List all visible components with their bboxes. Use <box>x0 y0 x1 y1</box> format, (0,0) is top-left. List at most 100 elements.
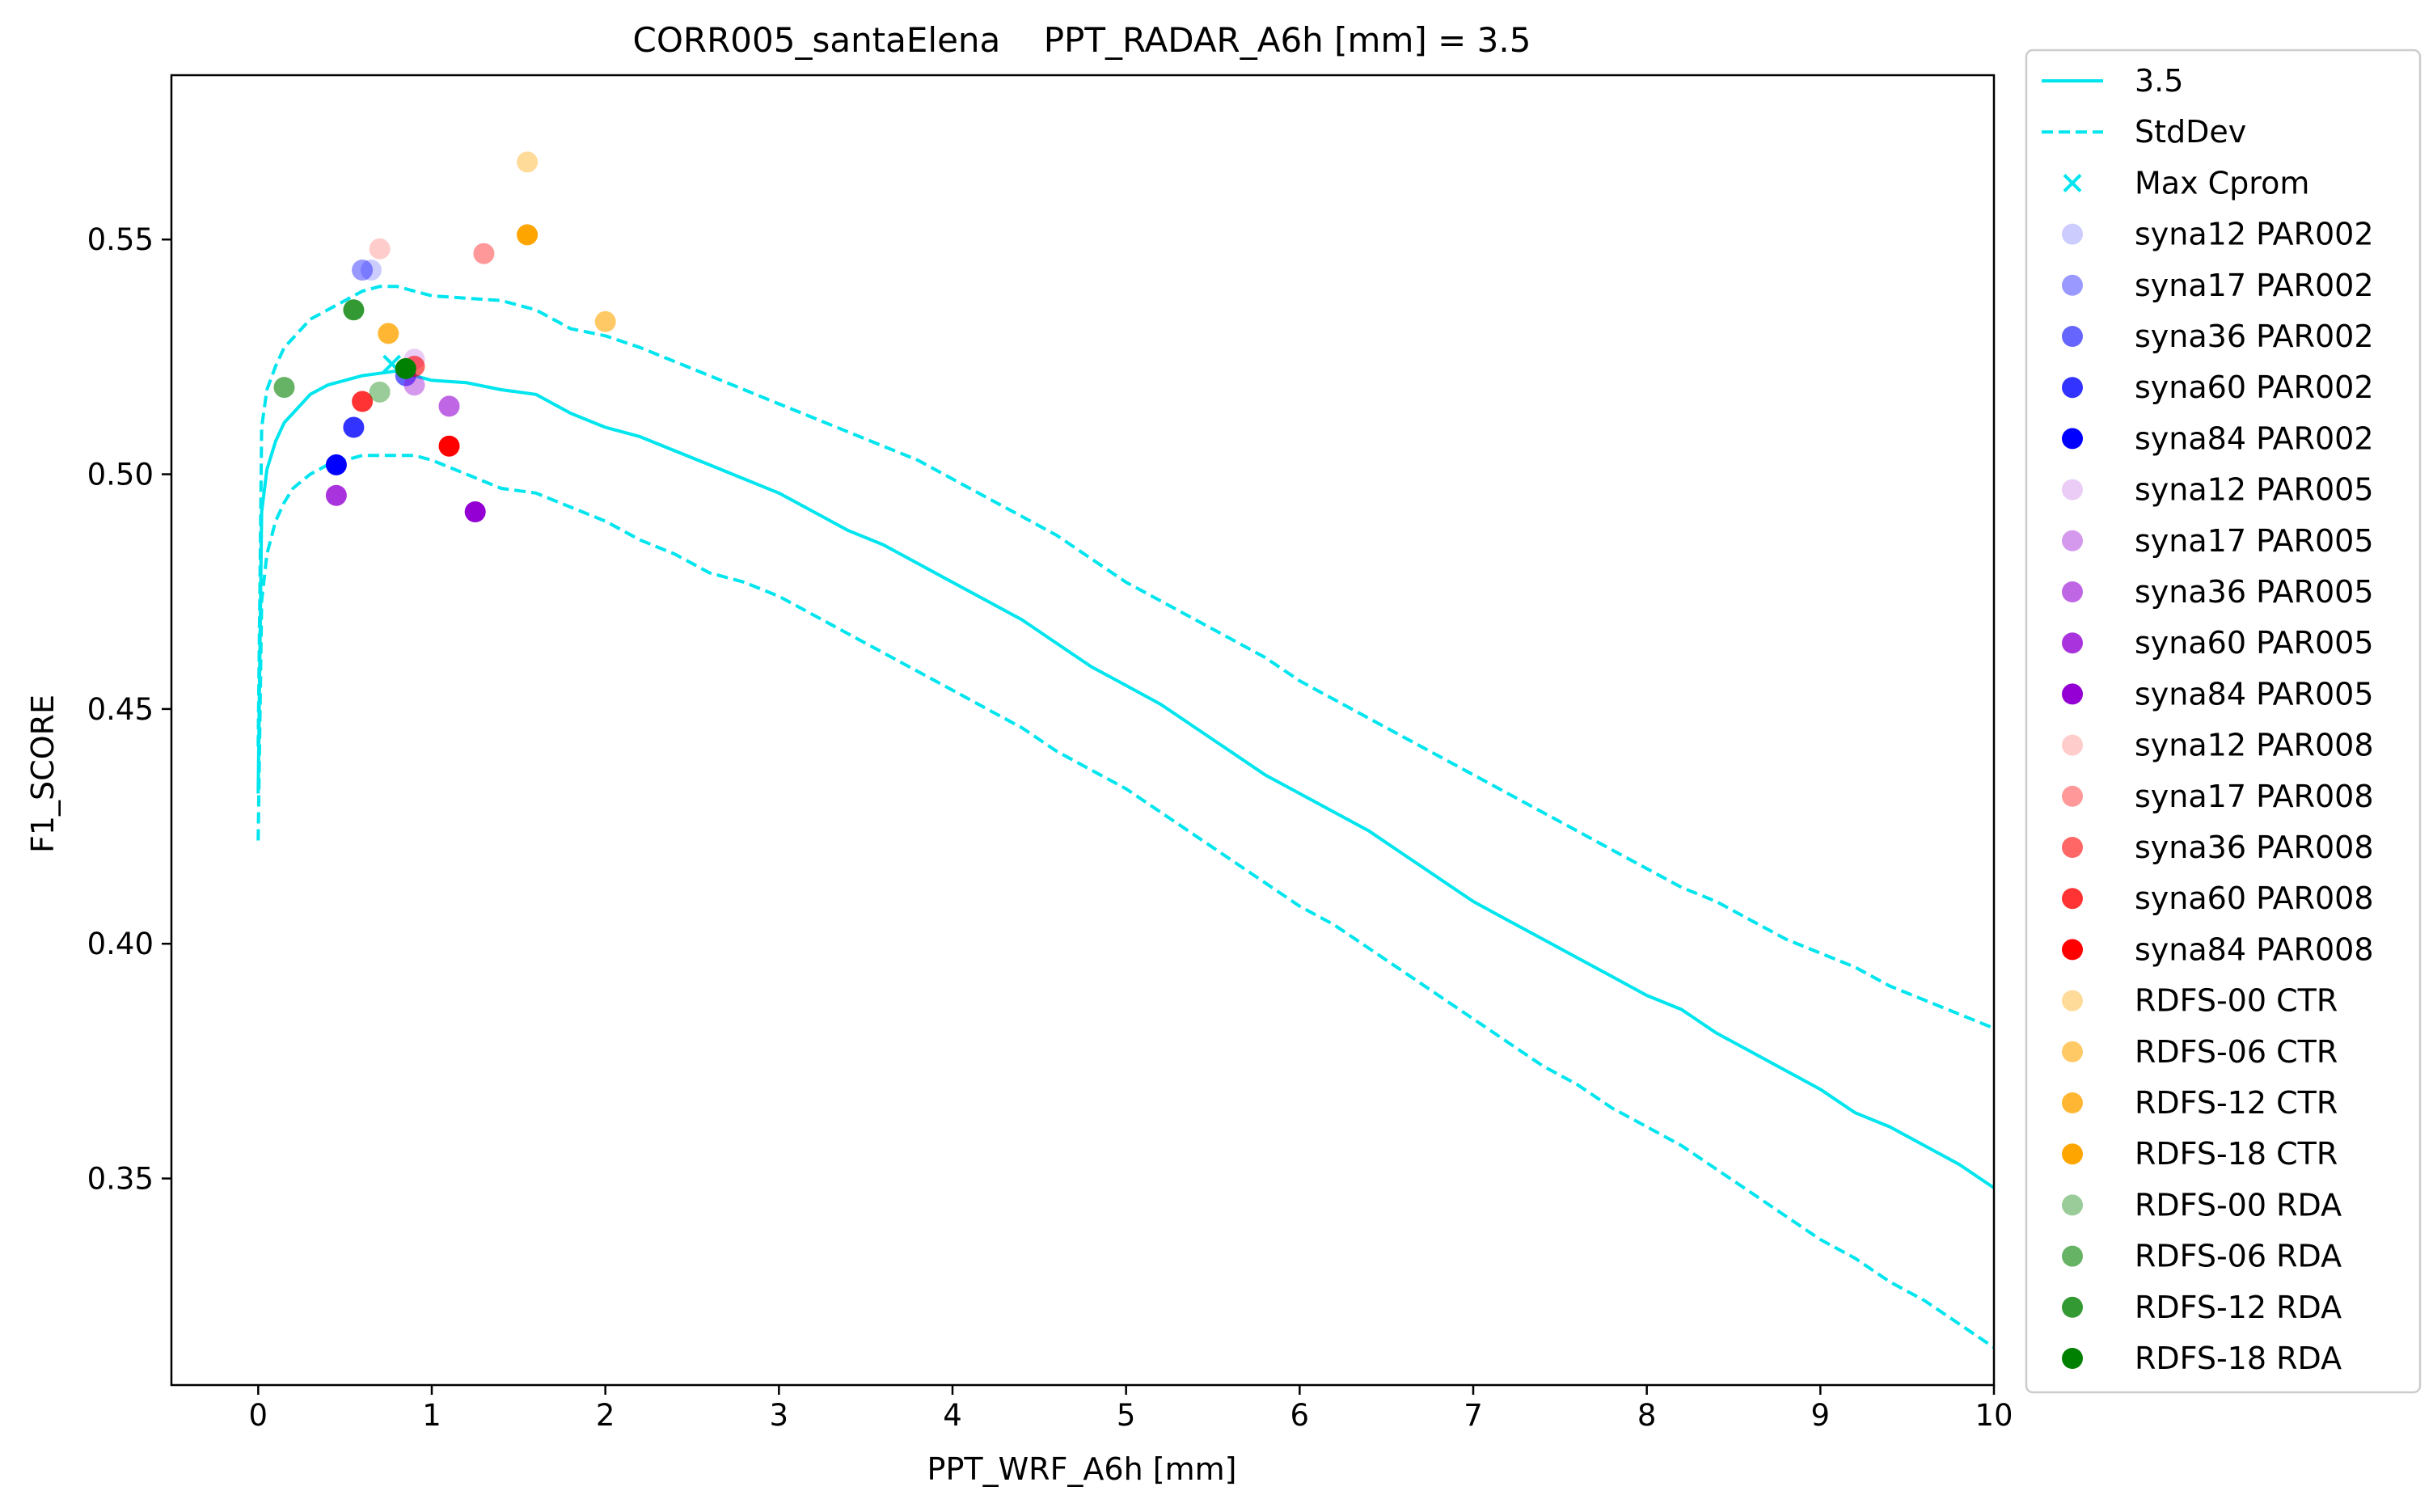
legend-swatch-3 <box>2062 223 2083 245</box>
legend-label-15: syna36 PAR008 <box>2135 830 2374 865</box>
plot-area <box>256 151 1996 1349</box>
legend-entry-14: syna17 PAR008 <box>2062 779 2374 814</box>
legend-label-6: syna60 PAR002 <box>2135 370 2374 405</box>
scatter-point-20 <box>273 377 295 399</box>
legend-swatch-16 <box>2062 888 2083 910</box>
legend-entry-10: syna36 PAR005 <box>2062 574 2374 610</box>
legend-entry-17: syna84 PAR008 <box>2062 931 2374 967</box>
legend-entry-25: RDFS-18 RDA <box>2062 1341 2342 1376</box>
legend-entry-22: RDFS-00 RDA <box>2062 1187 2342 1223</box>
y-tick-label-1: 0.40 <box>87 927 154 961</box>
scatter-point-10 <box>369 238 391 260</box>
legend-swatch-18 <box>2062 990 2083 1012</box>
x-tick-label-0: 0 <box>249 1398 268 1433</box>
legend-entry-15: syna36 PAR008 <box>2062 830 2374 865</box>
legend-swatch-22 <box>2062 1194 2083 1216</box>
y-tick-label-0: 0.35 <box>87 1162 154 1197</box>
legend-swatch-9 <box>2062 530 2083 551</box>
scatter-point-17 <box>378 323 399 344</box>
plot-frame <box>170 74 1996 1387</box>
legend-entry-13: syna12 PAR008 <box>2062 728 2374 763</box>
legend-entry-4: syna17 PAR002 <box>2062 268 2374 303</box>
legend-swatch-8 <box>2062 479 2083 500</box>
legend-swatch-23 <box>2062 1245 2083 1267</box>
stddev-line-1 <box>256 285 1995 1030</box>
legend-label-23: RDFS-06 RDA <box>2135 1239 2342 1274</box>
legend-entry-9: syna17 PAR005 <box>2062 523 2374 559</box>
y-tick-label-3: 0.50 <box>87 458 154 492</box>
legend-label-18: RDFS-00 CTR <box>2135 983 2338 1019</box>
legend-swatch-20 <box>2062 1092 2083 1113</box>
legend-label-19: RDFS-06 CTR <box>2135 1034 2338 1070</box>
legend-swatch-14 <box>2062 785 2083 807</box>
legend-swatch-11 <box>2062 632 2083 654</box>
scatter-point-21 <box>343 299 365 321</box>
legend-label-11: syna60 PAR005 <box>2135 625 2374 661</box>
legend-entry-8: syna12 PAR005 <box>2062 472 2374 508</box>
scatter-point-7 <box>438 395 460 417</box>
x-tick-label-8: 8 <box>1637 1398 1657 1433</box>
scatter-point-1 <box>352 260 374 281</box>
scatter-point-3 <box>343 416 365 438</box>
legend-label-24: RDFS-12 RDA <box>2135 1290 2342 1325</box>
scatter-point-14 <box>438 435 460 457</box>
scatter-point-8 <box>325 484 347 506</box>
legend-swatch-25 <box>2062 1348 2083 1369</box>
legend-label-3: syna12 PAR002 <box>2135 217 2374 252</box>
legend-entry-16: syna60 PAR008 <box>2062 881 2374 916</box>
legend-entry-6: syna60 PAR002 <box>2062 370 2374 405</box>
legend-entry-24: RDFS-12 RDA <box>2062 1290 2342 1325</box>
legend-swatch-15 <box>2062 837 2083 858</box>
x-tick-label-6: 6 <box>1290 1398 1310 1433</box>
legend-entry-3: syna12 PAR002 <box>2062 217 2374 252</box>
stddev-line-2 <box>256 454 1996 1349</box>
legend-label-5: syna36 PAR002 <box>2135 319 2374 354</box>
legend-swatch-10 <box>2062 581 2083 602</box>
legend-swatch-12 <box>2062 683 2083 705</box>
legend-label-14: syna17 PAR008 <box>2135 779 2374 814</box>
legend-swatch-24 <box>2062 1296 2083 1318</box>
legend-swatch-21 <box>2062 1143 2083 1165</box>
legend-swatch-17 <box>2062 939 2083 961</box>
legend-swatch-6 <box>2062 377 2083 399</box>
legend-label-21: RDFS-18 CTR <box>2135 1136 2338 1172</box>
legend-label-4: syna17 PAR002 <box>2135 268 2374 303</box>
legend-label-8: syna12 PAR005 <box>2135 472 2374 508</box>
legend-label-17: syna84 PAR008 <box>2135 931 2374 967</box>
legend-entry-2: Max Cprom <box>2063 165 2309 201</box>
legend-label-13: syna12 PAR008 <box>2135 728 2374 763</box>
legend-label-1: StdDev <box>2135 114 2246 150</box>
scatter-point-22 <box>395 357 416 379</box>
legend-entry-1: StdDev <box>2042 114 2246 150</box>
scatter-point-18 <box>517 224 539 246</box>
legend-entry-23: RDFS-06 RDA <box>2062 1239 2342 1274</box>
legend-entry-18: RDFS-00 CTR <box>2062 983 2338 1019</box>
x-tick-label-10: 10 <box>1975 1398 2013 1433</box>
legend-swatch-4 <box>2062 274 2083 296</box>
x-tick-label-1: 1 <box>422 1398 441 1433</box>
legend-swatch-5 <box>2062 326 2083 347</box>
legend-swatch-7 <box>2062 428 2083 450</box>
legend-swatch-2 <box>2063 173 2082 192</box>
x-axis-label: PPT_WRF_A6h [mm] <box>927 1451 1237 1487</box>
axes: 0 1 2 3 4 5 6 7 8 9 10 0.35 0.40 0.45 0.50 0.55 <box>87 74 2013 1433</box>
y-axis-label: F1_SCORE <box>25 695 61 853</box>
x-tick-label-7: 7 <box>1464 1398 1483 1433</box>
chart-title: CORR005_santaElena PPT_RADAR_A6h [mm] = … <box>633 20 1531 60</box>
x-tick-label-2: 2 <box>596 1398 615 1433</box>
x-tick-label-3: 3 <box>770 1398 789 1433</box>
legend-label-7: syna84 PAR002 <box>2135 420 2374 456</box>
legend: 3.5 StdDev Max Cprom syna12 PAR002 syna17 PA… <box>2025 49 2422 1394</box>
legend-entry-19: RDFS-06 CTR <box>2062 1034 2338 1070</box>
legend-entry-11: syna60 PAR005 <box>2062 625 2374 661</box>
scatter-point-4 <box>325 454 347 475</box>
legend-entry-5: syna36 PAR002 <box>2062 319 2374 354</box>
scatter-point-9 <box>464 501 486 522</box>
legend-swatch-13 <box>2062 734 2083 756</box>
legend-label-16: syna60 PAR008 <box>2135 881 2374 916</box>
legend-entry-7: syna84 PAR002 <box>2062 420 2374 456</box>
legend-swatch-19 <box>2062 1041 2083 1062</box>
legend-label-22: RDFS-00 RDA <box>2135 1187 2342 1223</box>
scatter-point-19 <box>369 381 391 403</box>
